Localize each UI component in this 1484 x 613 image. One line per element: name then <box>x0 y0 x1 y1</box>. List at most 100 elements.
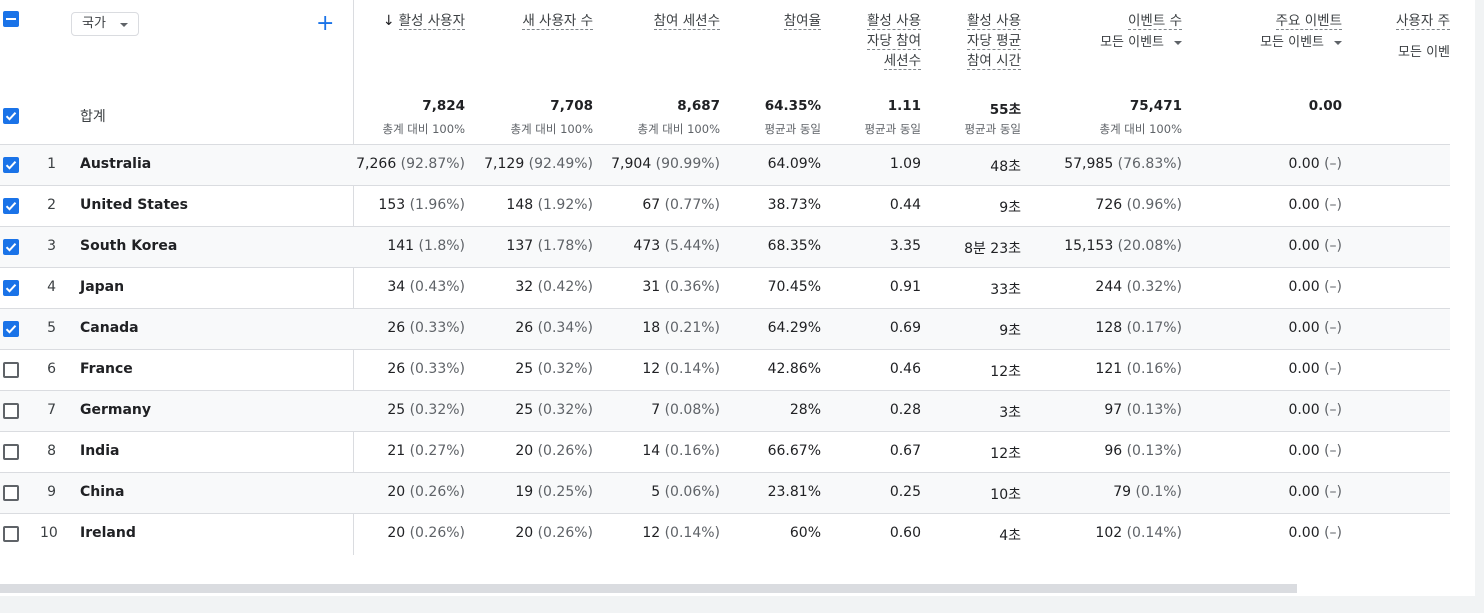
table-row[interactable]: 9 China 20 (0.26%) 19 (0.25%) 5 (0.06%) 23.81… <box>0 472 1450 513</box>
total-value: 55초 <box>989 102 1021 118</box>
metric-percent: (0.34%) <box>533 320 593 336</box>
metric-percent: (1.78%) <box>533 238 593 254</box>
row-checkbox[interactable] <box>3 403 19 419</box>
row-checkbox[interactable] <box>3 444 19 460</box>
add-dimension-button[interactable]: + <box>316 11 335 36</box>
row-checkbox[interactable] <box>3 157 19 173</box>
sort-descending-icon[interactable]: ↓ <box>382 13 395 29</box>
metric-cell: 10초 <box>861 484 1021 504</box>
metric-cell: 0.28 <box>761 402 921 418</box>
table-row[interactable]: 5 Canada 26 (0.33%) 26 (0.34%) 18 (0.21%) 64.… <box>0 308 1450 349</box>
metric-percent: (92.49%) <box>524 156 593 172</box>
metric-cell: 0.00 (–) <box>1182 156 1342 172</box>
metric-value: 0.67 <box>889 443 921 459</box>
country-name: Australia <box>80 156 152 172</box>
metric-value: 21 <box>387 443 406 459</box>
column-header[interactable]: 활성 사용 자당 평균 참여 시간 <box>941 11 1021 71</box>
column-header[interactable]: 새 사용자 수 <box>483 11 593 31</box>
event-selector[interactable]: 모든 이벤트 <box>1052 33 1182 53</box>
metric-value: 7,904 <box>611 156 652 172</box>
row-checkbox[interactable] <box>3 239 19 255</box>
metric-cell: 7,129 (92.49%) <box>433 156 593 172</box>
panel-edge <box>1475 0 1484 596</box>
dropdown-caret-icon <box>120 23 128 27</box>
metric-percent: (0.13%) <box>1122 402 1182 418</box>
row-checkbox[interactable] <box>3 280 19 296</box>
totals-checkbox[interactable] <box>3 108 19 124</box>
table-row[interactable]: 7 Germany 25 (0.32%) 25 (0.32%) 7 (0.08%) 28%… <box>0 390 1450 431</box>
column-header-line: 활성 사용 <box>841 11 921 31</box>
total-value: 75,471 <box>1129 98 1182 114</box>
metric-cell: 31 (0.36%) <box>560 279 720 295</box>
metric-value: 7,266 <box>356 156 397 172</box>
metric-percent: (0.13%) <box>1122 443 1182 459</box>
column-header-label: 새 사용자 수 <box>522 13 593 30</box>
metric-cell: 0.91 <box>761 279 921 295</box>
total-value: 7,824 <box>422 98 465 114</box>
table-row[interactable]: 4 Japan 34 (0.43%) 32 (0.42%) 31 (0.36%) 70.4… <box>0 267 1450 308</box>
country-name: South Korea <box>80 238 178 254</box>
column-header[interactable]: 참여율 <box>731 11 821 31</box>
metric-percent: (–) <box>1319 156 1342 172</box>
table-row[interactable]: 2 United States 153 (1.96%) 148 (1.92%) 67 (… <box>0 185 1450 226</box>
column-header-label: 사용자 주 <box>1396 13 1450 30</box>
metric-value: 9초 <box>999 323 1021 339</box>
row-rank: 9 <box>47 484 56 500</box>
table-row[interactable]: 3 South Korea 141 (1.8%) 137 (1.78%) 473 (5.… <box>0 226 1450 267</box>
metric-percent: (0.32%) <box>533 361 593 377</box>
event-selector[interactable]: 모든 이벤 <box>1360 43 1450 63</box>
metric-value: 12초 <box>990 364 1021 380</box>
metric-cell: 34 (0.43%) <box>305 279 465 295</box>
column-header-line: 자당 참여 <box>841 31 921 51</box>
metric-value: 25 <box>515 402 534 418</box>
row-checkbox[interactable] <box>3 321 19 337</box>
column-header[interactable]: 이벤트 수 모든 이벤트 <box>1052 11 1182 53</box>
metric-percent: (76.83%) <box>1113 156 1182 172</box>
metric-cell: 96 (0.13%) <box>1022 443 1182 459</box>
column-header[interactable]: 참여 세션수 <box>610 11 720 31</box>
metric-cell: 0.00 (–) <box>1182 197 1342 213</box>
metric-percent: (0.25%) <box>533 484 593 500</box>
table-row[interactable]: 10 Ireland 20 (0.26%) 20 (0.26%) 12 (0.14%) 6… <box>0 513 1450 554</box>
metric-percent: (0.27%) <box>405 443 465 459</box>
metric-cell: 26 (0.34%) <box>433 320 593 336</box>
row-checkbox[interactable] <box>3 526 19 542</box>
total-comparison: 총계 대비 100% <box>510 122 593 136</box>
metric-percent: (–) <box>1319 484 1342 500</box>
metric-percent: (–) <box>1319 238 1342 254</box>
metric-percent: (–) <box>1319 525 1342 541</box>
event-selector[interactable]: 모든 이벤트 <box>1212 33 1342 53</box>
metric-value: 8분 23초 <box>964 241 1021 257</box>
metric-percent: (1.8%) <box>414 238 465 254</box>
metric-value: 4초 <box>999 528 1021 544</box>
metric-value: 0.00 <box>1288 443 1320 459</box>
metric-value: 473 <box>633 238 661 254</box>
column-header[interactable]: 활성 사용 자당 참여 세션수 <box>841 11 921 71</box>
dimension-selector[interactable]: 국가 <box>71 12 139 36</box>
table-row[interactable]: 8 India 21 (0.27%) 20 (0.26%) 14 (0.16%) 66.6… <box>0 431 1450 472</box>
horizontal-scrollbar-thumb[interactable] <box>0 584 1297 593</box>
metric-cell: 8분 23초 <box>861 238 1021 258</box>
metric-cell: 20 (0.26%) <box>433 525 593 541</box>
row-checkbox[interactable] <box>3 362 19 378</box>
row-checkbox[interactable] <box>3 198 19 214</box>
report-table: 국가 + ↓ 활성 사용자 새 사용자 수 참여 세션수 참여율 활성 사용 자당 참여 세션… <box>0 0 1450 594</box>
metric-value: 0.25 <box>889 484 921 500</box>
metric-cell: 726 (0.96%) <box>1022 197 1182 213</box>
metric-value: 1.09 <box>889 156 921 172</box>
table-row[interactable]: 6 France 26 (0.33%) 25 (0.32%) 12 (0.14%) 42.… <box>0 349 1450 390</box>
row-rank: 8 <box>47 443 56 459</box>
total-comparison: 총계 대비 100% <box>382 122 465 136</box>
select-all-checkbox[interactable] <box>3 11 19 27</box>
metric-value: 25 <box>387 402 406 418</box>
metric-value: 79 <box>1113 484 1132 500</box>
row-checkbox[interactable] <box>3 485 19 501</box>
country-name: Japan <box>80 279 125 295</box>
metric-value: 12 <box>642 525 661 541</box>
column-header[interactable]: ↓ 활성 사용자 <box>355 11 465 31</box>
column-header[interactable]: 주요 이벤트 모든 이벤트 <box>1212 11 1342 53</box>
metric-value: 9초 <box>999 200 1021 216</box>
table-row[interactable]: 1 Australia 7,266 (92.87%) 7,129 (92.49%) 7,… <box>0 144 1450 185</box>
metric-value: 14 <box>642 443 661 459</box>
